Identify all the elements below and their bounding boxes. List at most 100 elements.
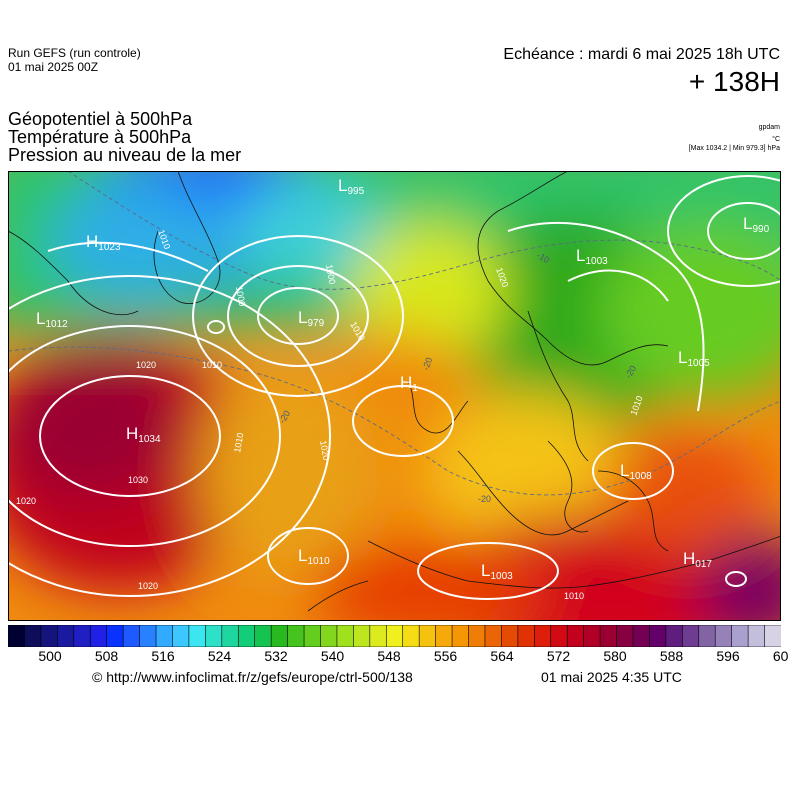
- colorbar-tick-label: 500: [38, 648, 62, 664]
- isobar-label: 1010: [564, 591, 584, 601]
- colorbar-swatch: [122, 625, 141, 647]
- colorbar-tick-label: 588: [659, 648, 684, 664]
- colorbar-ticks: 500 508 516 524 532 540 548 556 564 572 580 588 596 6…: [8, 648, 788, 668]
- pressure-center: H017: [683, 549, 712, 570]
- map-titles: Géopotentiel à 500hPa Température à 500h…: [8, 110, 241, 164]
- lead-time: + 138H: [688, 66, 780, 97]
- colorbar-swatch: [731, 625, 749, 647]
- colorbar-swatch: [237, 625, 256, 647]
- colorbar-swatch: [698, 625, 717, 647]
- temperature-isotherms: [8, 171, 781, 496]
- echeance-text: Echéance : mardi 6 mai 2025 18h UTC: [503, 46, 780, 63]
- colorbar-swatch: [714, 625, 733, 647]
- title-geopotential: Géopotentiel à 500hPa: [8, 109, 193, 129]
- colorbar-swatch: [336, 625, 355, 647]
- colorbar-swatch: [665, 625, 684, 647]
- colorbar-swatch: [287, 625, 305, 647]
- colorbar-swatch: [24, 625, 42, 647]
- pressure-center: L1003: [576, 246, 608, 267]
- run-date: 01 mai 2025 00Z: [8, 60, 99, 74]
- colorbar-tick-label: 532: [264, 648, 288, 664]
- colorbar-swatch: [89, 625, 108, 647]
- isobars: [8, 175, 781, 600]
- colorbar-swatch: [533, 625, 552, 647]
- colorbar-swatch: [205, 625, 223, 647]
- colorbar-tick-label: 548: [377, 648, 401, 664]
- colorbar-swatch: [40, 625, 59, 647]
- pressure-center: L995: [338, 176, 365, 197]
- unit-temp: °C: [772, 136, 780, 143]
- colorbar-swatch: [616, 625, 634, 647]
- colorbar-swatch: [747, 625, 766, 647]
- colorbar-swatch: [270, 625, 289, 647]
- isotherm-label: -20: [478, 494, 491, 504]
- colorbar-swatch: [764, 625, 781, 647]
- isobar-label: 1030: [128, 475, 148, 485]
- colorbar-swatch: [649, 625, 667, 647]
- unit-geopot: gpdam: [758, 124, 780, 131]
- pressure-center: L1010: [298, 546, 330, 567]
- isobar-label: 1000: [234, 286, 247, 307]
- colorbar: [8, 625, 781, 647]
- colorbar-swatch: [155, 625, 174, 647]
- pressure-center: H1: [400, 373, 418, 394]
- isobar-label: 1020: [136, 360, 156, 370]
- colorbar-swatch: [139, 625, 157, 647]
- colorbar-tick-label: 524: [207, 648, 232, 664]
- colorbar-tick-label: 564: [490, 648, 514, 664]
- colorbar-swatch: [682, 625, 700, 647]
- colorbar-swatch: [172, 625, 190, 647]
- colorbar-swatch: [188, 625, 207, 647]
- colorbar-swatch: [599, 625, 618, 647]
- isobar-label: 1010: [202, 360, 222, 370]
- colorbar-tick-label: 596: [716, 648, 740, 664]
- isobar-label: 1020: [16, 496, 36, 506]
- coastlines: [8, 171, 781, 612]
- colorbar-tick-label: 604: [772, 648, 788, 664]
- units-legend: gpdam °C [Max 1034.2 | Min 979.3] hPa: [689, 122, 780, 155]
- colorbar-swatch: [73, 625, 92, 647]
- colorbar-swatch: [57, 625, 75, 647]
- pressure-center: L1008: [620, 461, 652, 482]
- unit-pressure: [Max 1034.2 | Min 979.3] hPa: [688, 145, 780, 152]
- colorbar-swatch: [501, 625, 519, 647]
- colorbar-swatch: [484, 625, 503, 647]
- pressure-centers: H1023 L995 L990 L1003 L1012 L979 H1 L100…: [36, 176, 770, 582]
- colorbar-swatch: [385, 625, 404, 647]
- colorbar-swatch: [320, 625, 338, 647]
- temperature-field: [8, 171, 781, 621]
- colorbar-swatch: [418, 625, 437, 647]
- forecast-info: Echéance : mardi 6 mai 2025 18h UTC + 13…: [503, 46, 780, 98]
- source-url: © http://www.infoclimat.fr/z/gefs/europe…: [92, 669, 413, 685]
- colorbar-tick-label: 572: [546, 648, 571, 664]
- colorbar-tick-label: 508: [94, 648, 119, 664]
- colorbar-swatch: [435, 625, 453, 647]
- isotherm-label: -20: [420, 356, 434, 372]
- run-name: Run GEFS (run controle): [8, 46, 141, 60]
- colorbar-tick-label: 556: [433, 648, 458, 664]
- colorbar-tick-label: 540: [320, 648, 345, 664]
- pressure-center: H1034: [126, 424, 161, 445]
- colorbar-swatch: [221, 625, 240, 647]
- isobar-label: 1020: [138, 581, 158, 591]
- isobar-label: 1020: [318, 440, 331, 461]
- title-temperature: Température à 500hPa: [8, 127, 192, 147]
- pressure-center: L1003: [481, 561, 513, 582]
- colorbar-swatch: [468, 625, 486, 647]
- pressure-center: H1023: [86, 232, 121, 253]
- pressure-center: L979: [298, 308, 325, 329]
- weather-map: H1023 L995 L990 L1003 L1012 L979 H1 L100…: [8, 171, 781, 621]
- colorbar-swatch: [583, 625, 601, 647]
- colorbar-swatch: [517, 625, 536, 647]
- colorbar-swatch: [632, 625, 651, 647]
- isobar-label: 1000: [324, 264, 337, 285]
- generation-date: 01 mai 2025 4:35 UTC: [541, 669, 682, 685]
- colorbar-swatch: [303, 625, 322, 647]
- isobar-label: 1010: [232, 432, 245, 453]
- colorbar-swatch: [550, 625, 568, 647]
- pressure-center: L990: [743, 214, 770, 235]
- colorbar-swatch: [353, 625, 371, 647]
- pressure-center: L1005: [678, 348, 710, 369]
- colorbar-tick-label: 516: [151, 648, 175, 664]
- colorbar-swatch: [106, 625, 124, 647]
